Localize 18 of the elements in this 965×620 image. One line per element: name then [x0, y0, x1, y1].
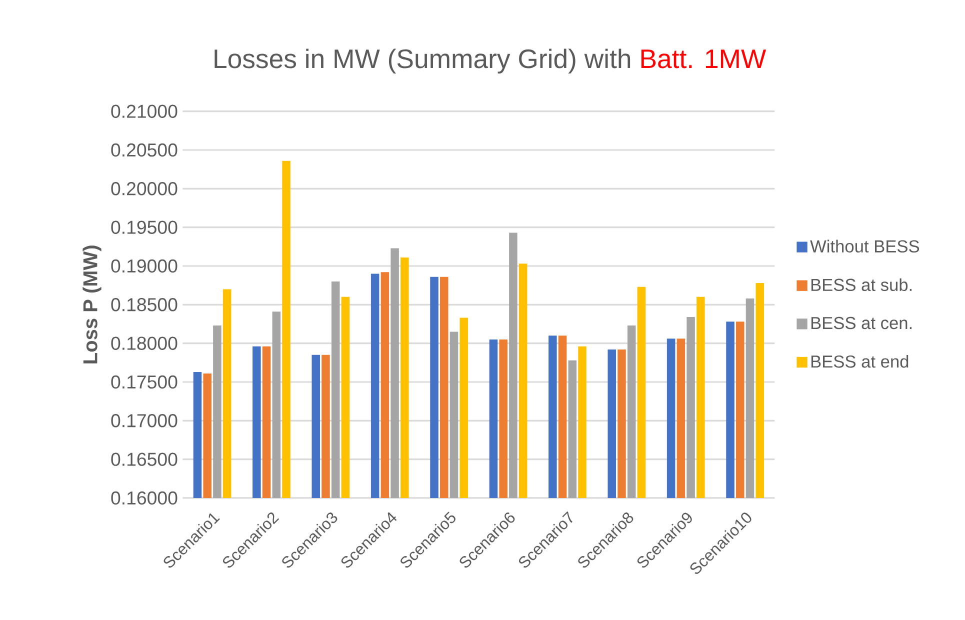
y-tick-label: 0.20500 — [111, 143, 178, 157]
y-axis-title: Loss P (MW) — [82, 246, 102, 364]
legend-label: BESS at cen. — [811, 316, 912, 330]
y-tick-label: 0.16000 — [111, 491, 178, 505]
legend-label: Without BESS — [810, 240, 920, 252]
legend-label: BESS at sub. — [811, 278, 912, 292]
y-tick-label: 0.16500 — [111, 452, 178, 466]
chart-subtitle: Batt. 1MW — [641, 50, 766, 68]
y-tick-label: 0.19000 — [111, 259, 178, 273]
y-tick-label: 0.21000 — [111, 104, 178, 118]
y-tick-label: 0.18000 — [111, 336, 178, 350]
y-tick-label: 0.18500 — [111, 298, 178, 312]
y-tick-label: 0.19500 — [111, 220, 178, 234]
y-tick-label: 0.20000 — [111, 182, 178, 196]
chart-title: Losses in MW (Summary Grid) with — [214, 48, 630, 74]
y-tick-label: 0.17500 — [111, 375, 178, 389]
legend-label: BESS at end — [811, 354, 908, 368]
y-tick-label: 0.17000 — [111, 414, 178, 428]
